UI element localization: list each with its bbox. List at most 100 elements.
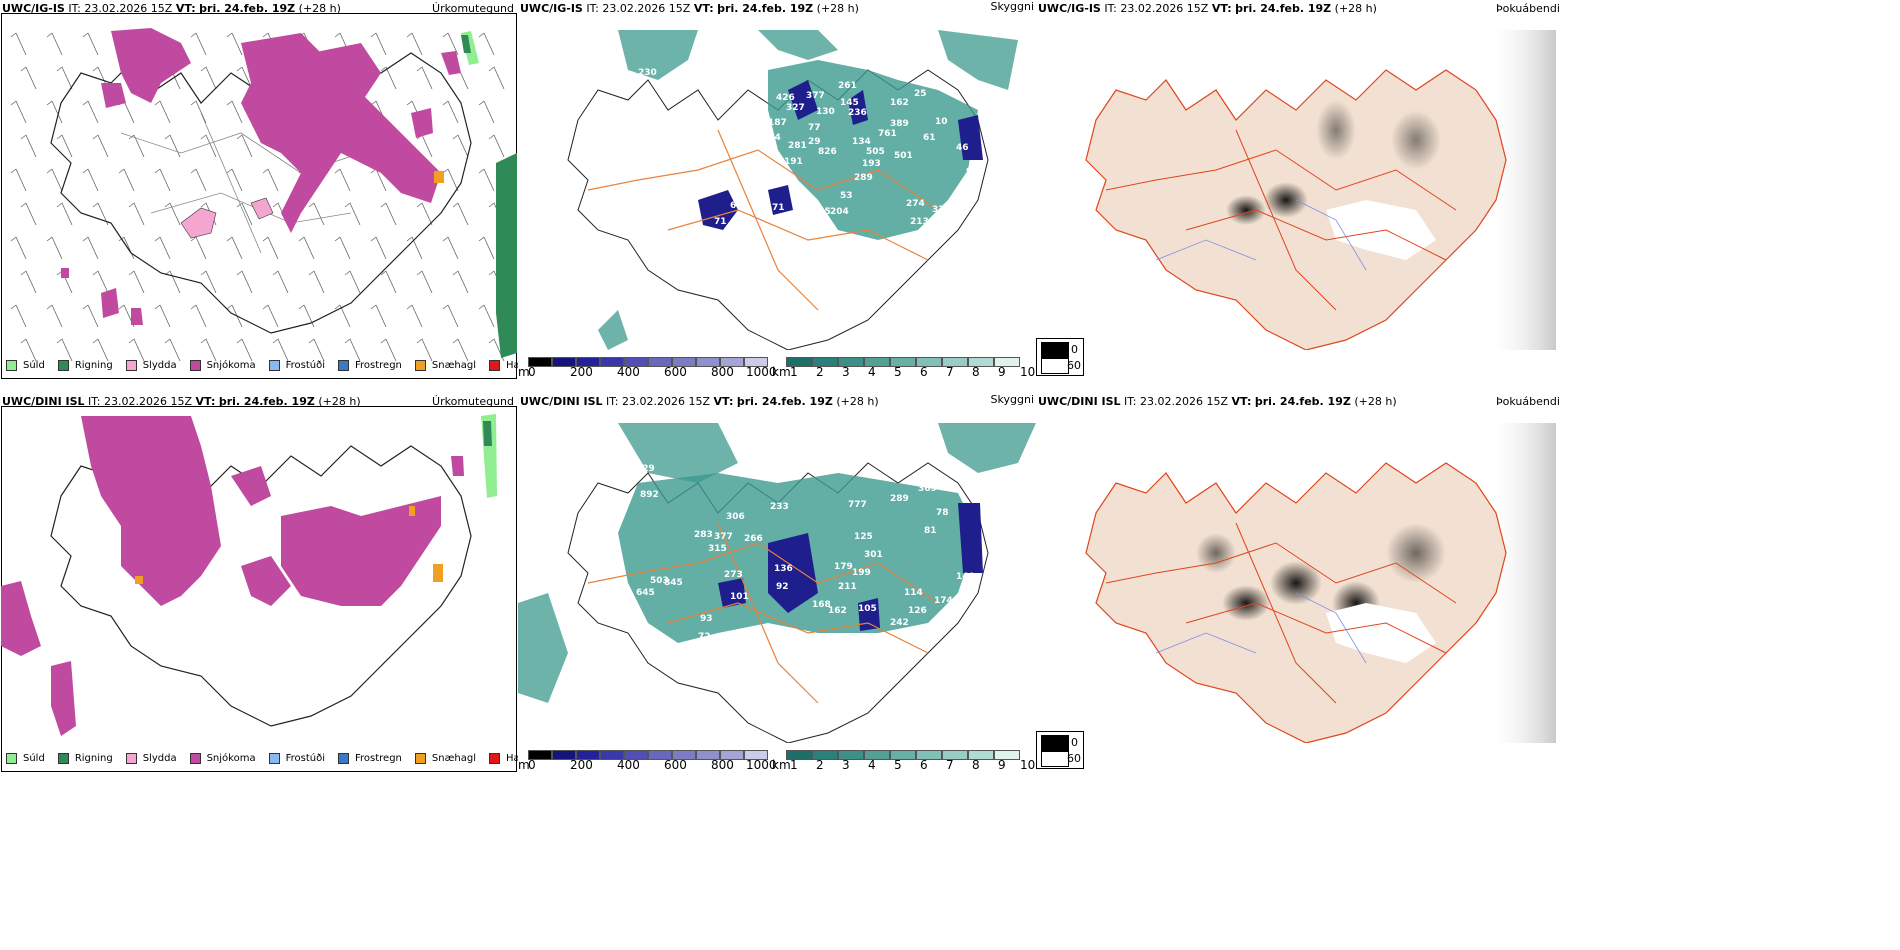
row2-fog-map: [1085, 423, 1556, 743]
wind-barb: [154, 168, 171, 192]
cbar-tick: 9: [998, 365, 1006, 379]
cbar-cell: [528, 357, 552, 367]
cbar-tick: 400: [617, 758, 640, 772]
wind-barb: [190, 100, 207, 124]
row2-precip-name: Úrkomutegund: [432, 395, 514, 408]
cbar-tick: 4: [868, 758, 876, 772]
cloud-label: 193: [862, 159, 881, 169]
cloud-label: 505: [866, 147, 885, 157]
wind-barb: [416, 202, 433, 226]
cbar-cell: [648, 357, 672, 367]
wind-barb: [478, 32, 495, 56]
row2-cloud-labels: 229 892 306 233 283 377 315 266 777 289 …: [636, 464, 975, 716]
wind-barb: [488, 66, 505, 90]
cloud-label: 892: [640, 490, 659, 500]
row1-cloud-panel: UWC/IG-IS IT: 23.02.2026 15Z VT: þri. 24…: [518, 0, 1036, 380]
wind-barb: [190, 32, 207, 56]
wind-barb: [380, 338, 397, 362]
fog-legend-swatch: [1041, 342, 1069, 358]
cloud-label: 126: [908, 606, 927, 616]
wind-barb: [370, 304, 387, 328]
cbar-cell: [624, 750, 648, 760]
wind-barb: [20, 202, 37, 226]
cloud-label: 377: [714, 532, 733, 542]
cloud-label: 72: [698, 632, 711, 642]
cbar-tick: 5: [894, 365, 902, 379]
wind-barb: [82, 100, 99, 124]
wind-barb: [442, 236, 459, 260]
cbar-tick: 9: [998, 758, 1006, 772]
row1-fog-legend: 0 60: [1036, 338, 1084, 376]
wind-barb: [344, 202, 361, 226]
wind-barb: [478, 236, 495, 260]
row2-fog-legend: 0 60: [1036, 731, 1084, 769]
row1-cloud-map: 230 426 327 377 130 187 261 145 236 162 …: [567, 30, 1018, 350]
cloud-label: 503: [650, 576, 669, 586]
wind-barb: [10, 168, 27, 192]
fog-legend-swatch: [1041, 358, 1069, 374]
wind-barb: [82, 168, 99, 192]
cloud-label: 229: [636, 464, 655, 474]
fog-legend-label: 60: [1067, 752, 1081, 765]
cbar-unit: km: [772, 365, 791, 379]
wind-barb: [262, 236, 279, 260]
wind-barb: [82, 32, 99, 56]
row2-precip-map: [1, 406, 517, 772]
cbar-cell: [916, 750, 942, 760]
cbar-tick: 4: [868, 365, 876, 379]
cloud-label: 274: [906, 199, 925, 209]
cbar-cell: [624, 357, 648, 367]
cbar-tick: 8: [972, 365, 980, 379]
wind-barb: [298, 304, 315, 328]
wind-barb: [20, 338, 37, 362]
row1-fog-panel: UWC/IG-IS IT: 23.02.2026 15Z VT: þri. 24…: [1036, 0, 1900, 380]
wind-barb: [236, 134, 253, 158]
cbar-cell: [864, 750, 890, 760]
cloud-label: 306: [726, 512, 745, 522]
cbar-cell: [890, 750, 916, 760]
wind-barb: [200, 270, 217, 294]
cloud-label: 761: [878, 129, 897, 139]
row1-precip-title: UWC/IG-IS IT: 23.02.2026 15Z VT: þri. 24…: [2, 2, 341, 15]
legend-item: Rigning: [57, 753, 113, 764]
wind-barb: [272, 338, 289, 362]
cloud-label: 29: [808, 137, 821, 147]
fog-legend-swatch: [1041, 751, 1069, 767]
legend-swatch: [57, 753, 69, 764]
fog-legend-label: 0: [1071, 343, 1078, 356]
legend-swatch: [414, 753, 426, 764]
cloud-label: 66: [730, 201, 743, 211]
cloud-label: 140: [956, 572, 975, 582]
cloud-label: 46: [956, 143, 969, 153]
wind-barb: [478, 168, 495, 192]
wind-barb: [190, 168, 207, 192]
cloud-label: 104: [762, 133, 781, 143]
wind-barb: [20, 134, 37, 158]
row1-precip-legend: Súld Rigning Slydda Snjókoma Frostúði Fr…: [6, 360, 518, 371]
legend-item: Súld: [6, 360, 45, 371]
row1-cloud-name: Skyggni: [990, 0, 1034, 13]
cbar-cell: [838, 750, 864, 760]
wind-barb: [10, 32, 27, 56]
cloud-label: 71: [714, 217, 727, 227]
fog-legend-label: 0: [1071, 736, 1078, 749]
snow-areas: [61, 28, 461, 325]
wind-barb: [308, 202, 325, 226]
cbar-cell: [994, 750, 1020, 760]
row1-precip-name: Úrkomutegund: [432, 2, 514, 15]
cloud-label: 235: [744, 706, 763, 716]
cloud-label: 93: [700, 614, 713, 624]
row2-fog-title: UWC/DINI ISL IT: 23.02.2026 15Z VT: þri.…: [1038, 395, 1397, 408]
wind-barb: [380, 66, 397, 90]
fog-legend-label: 60: [1067, 359, 1081, 372]
cbar-cell: [968, 750, 994, 760]
legend-item: Snæhagl: [414, 753, 476, 764]
wind-barb: [406, 32, 423, 56]
legend-item: Frostregn: [338, 360, 402, 371]
wind-barb: [56, 134, 73, 158]
cbar-cell: [552, 357, 576, 367]
cloud-label: 777: [848, 500, 867, 510]
cloud-label: 377: [806, 91, 825, 101]
cbar-tick: 1: [790, 365, 798, 379]
cloud-label: 101: [730, 592, 749, 602]
